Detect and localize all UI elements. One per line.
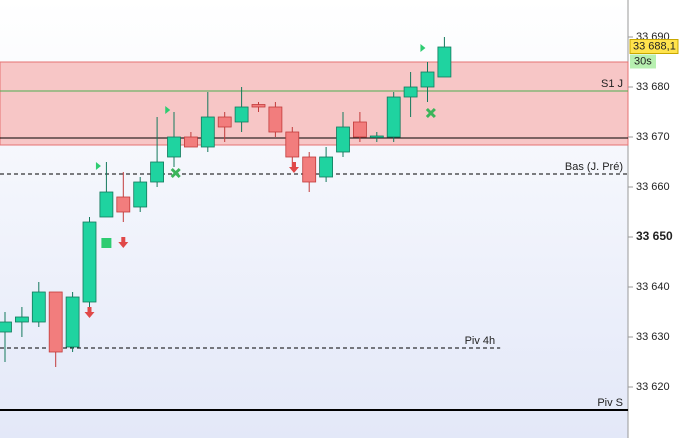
level-label: Piv S bbox=[597, 397, 623, 409]
y-tick-label: 33 650 bbox=[636, 229, 673, 243]
signal-triangle bbox=[95, 162, 101, 170]
signal-triangle bbox=[165, 106, 171, 114]
timer-label: 30s bbox=[634, 55, 652, 67]
signal-arrow bbox=[288, 162, 299, 173]
candle-body bbox=[420, 71, 435, 88]
level-label: Piv 4h bbox=[465, 335, 496, 347]
candle-body bbox=[167, 136, 181, 158]
candle-body bbox=[403, 86, 418, 98]
candle-body bbox=[369, 135, 384, 138]
candle-body bbox=[116, 196, 131, 213]
candle-body bbox=[268, 106, 283, 133]
y-tick-label: 33 640 bbox=[636, 281, 670, 293]
candle-body bbox=[437, 46, 452, 78]
y-tick-label: 33 630 bbox=[636, 331, 670, 343]
timer-tag bbox=[630, 54, 656, 69]
candle-body bbox=[133, 181, 148, 208]
axis-background bbox=[628, 0, 680, 438]
candle-body bbox=[14, 316, 29, 323]
level-label: Bas (J. Pré) bbox=[565, 161, 623, 173]
price-tag bbox=[629, 39, 679, 54]
signal-arrow bbox=[118, 237, 129, 248]
candle-body bbox=[0, 321, 12, 333]
candle-body bbox=[150, 161, 165, 183]
y-tick-label: 33 620 bbox=[636, 381, 670, 393]
signal-square bbox=[101, 238, 112, 248]
candle-body bbox=[285, 131, 300, 158]
candle-body bbox=[319, 156, 334, 178]
price-tag-label: 33 688,1 bbox=[633, 40, 676, 52]
candle-body bbox=[48, 291, 63, 353]
candle-body bbox=[82, 221, 97, 303]
candle-body bbox=[65, 296, 80, 348]
candle-body bbox=[352, 121, 367, 138]
y-tick-label: 33 680 bbox=[636, 81, 670, 93]
y-tick-label: 33 660 bbox=[636, 181, 670, 193]
signal-cross bbox=[425, 107, 436, 119]
candle-body bbox=[217, 116, 232, 128]
candle-body bbox=[386, 96, 401, 138]
y-tick-label: 33 670 bbox=[636, 131, 670, 143]
candle-body bbox=[251, 104, 266, 108]
candle-body bbox=[234, 106, 249, 123]
candle-body bbox=[200, 116, 215, 148]
candle-body bbox=[99, 191, 114, 218]
level-label: S1 J bbox=[601, 78, 623, 90]
signal-arrow bbox=[84, 307, 95, 318]
candle-body bbox=[183, 136, 198, 148]
zone bbox=[0, 61, 629, 146]
signal-triangle bbox=[420, 44, 426, 52]
signal-cross bbox=[170, 167, 181, 179]
candle-body bbox=[336, 126, 350, 153]
candle-body bbox=[302, 156, 317, 183]
candle-body bbox=[31, 291, 46, 323]
